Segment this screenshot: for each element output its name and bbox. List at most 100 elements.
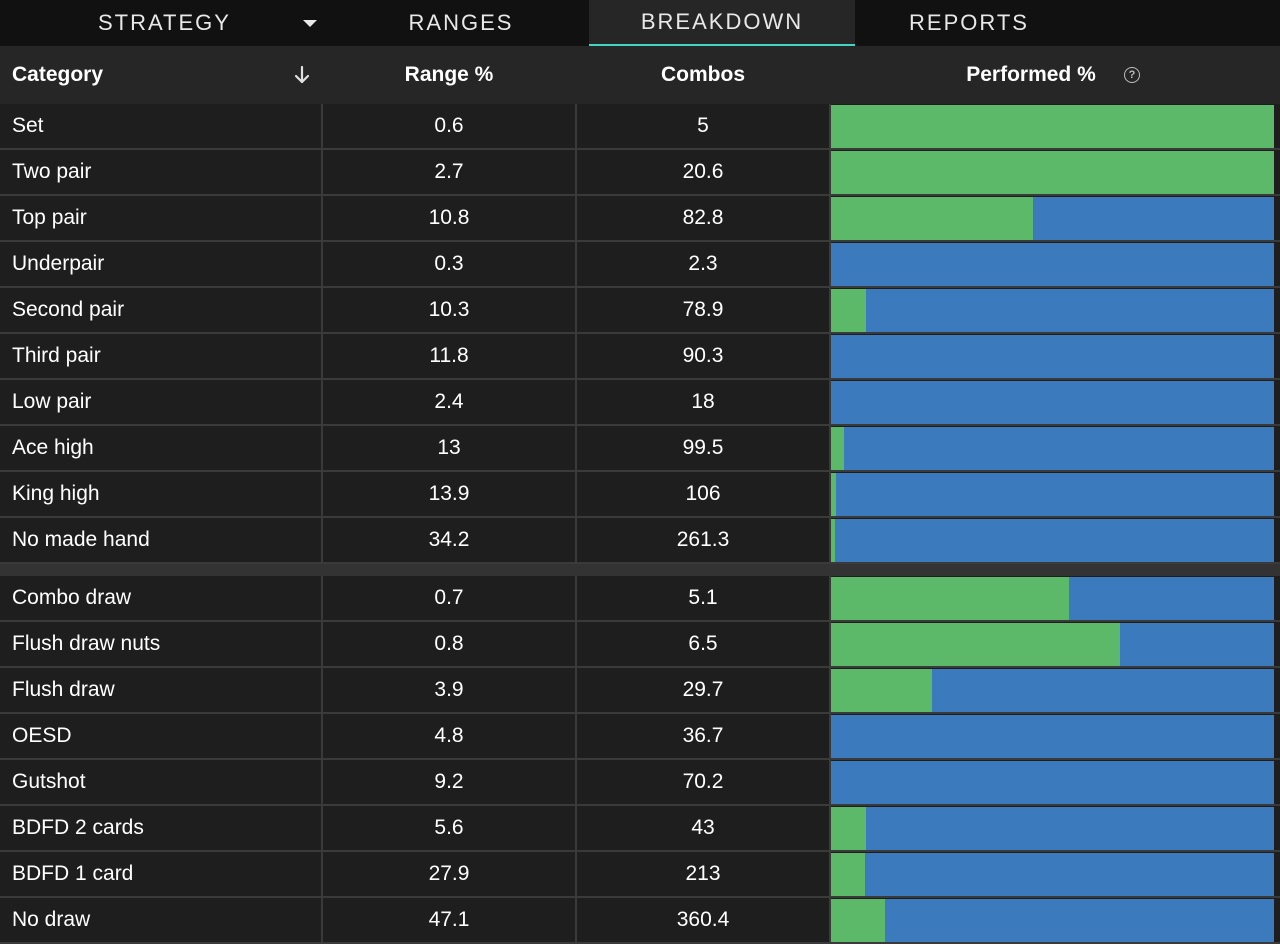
performed-bar-fill <box>831 623 1120 666</box>
performed-bar-fill <box>831 427 845 470</box>
row-divider <box>0 240 1280 242</box>
table-row[interactable]: Two pair 2.7 20.6 <box>0 150 1280 194</box>
column-divider <box>575 576 577 620</box>
column-divider <box>575 472 577 516</box>
combos-cell: 261.3 <box>676 528 730 551</box>
table-row[interactable]: Third pair 11.8 90.3 <box>0 334 1280 378</box>
range-cell: 10.8 <box>428 206 470 229</box>
header-category[interactable]: Category <box>12 63 104 86</box>
table-row[interactable]: Second pair 10.3 78.9 <box>0 288 1280 332</box>
combos-cell: 20.6 <box>682 160 724 183</box>
column-divider <box>321 426 323 470</box>
category-cell: BDFD 2 cards <box>12 816 144 839</box>
table-row[interactable]: OESD 4.8 36.7 <box>0 714 1280 758</box>
table-row[interactable]: Flush draw nuts 0.8 6.5 <box>0 622 1280 666</box>
column-divider <box>829 104 831 148</box>
range-cell: 0.8 <box>434 632 464 655</box>
table-row[interactable]: Top pair 10.8 82.8 <box>0 196 1280 240</box>
range-cell: 0.7 <box>434 586 464 609</box>
range-cell: 2.7 <box>434 160 464 183</box>
combos-cell: 2.3 <box>688 252 718 275</box>
table-row[interactable]: No draw 47.1 360.4 <box>0 898 1280 942</box>
tab-reports[interactable]: REPORTS <box>860 0 1078 46</box>
category-cell: Gutshot <box>12 770 86 793</box>
performed-bar-fill <box>831 807 867 850</box>
category-cell: Flush draw <box>12 678 115 701</box>
table-row[interactable]: No made hand 34.2 261.3 <box>0 518 1280 562</box>
performed-bar <box>831 197 1274 240</box>
row-divider <box>0 286 1280 288</box>
table-row[interactable]: Underpair 0.3 2.3 <box>0 242 1280 286</box>
category-cell: Second pair <box>12 298 125 321</box>
column-divider <box>575 104 577 148</box>
column-divider <box>321 150 323 194</box>
column-divider <box>829 760 831 804</box>
category-cell: BDFD 1 card <box>12 862 134 885</box>
performed-bar <box>831 807 1274 850</box>
category-cell: Set <box>12 114 44 137</box>
row-divider <box>0 850 1280 852</box>
performed-bar-fill <box>831 853 865 896</box>
column-divider <box>321 714 323 758</box>
category-cell: OESD <box>12 724 72 747</box>
table-row[interactable]: Flush draw 3.9 29.7 <box>0 668 1280 712</box>
performed-bar <box>831 427 1274 470</box>
table-row[interactable]: Low pair 2.4 18 <box>0 380 1280 424</box>
performed-bar-fill <box>831 289 867 332</box>
performed-bar <box>831 335 1274 378</box>
table-row[interactable]: BDFD 2 cards 5.6 43 <box>0 806 1280 850</box>
tab-reports-label: REPORTS <box>909 10 1029 35</box>
performed-bar <box>831 243 1274 286</box>
row-divider <box>0 516 1280 518</box>
row-divider <box>0 562 1280 564</box>
range-cell: 27.9 <box>428 862 470 885</box>
combos-cell: 6.5 <box>688 632 718 655</box>
category-cell: Flush draw nuts <box>12 632 161 655</box>
row-divider <box>0 470 1280 472</box>
row-divider <box>0 896 1280 898</box>
column-divider <box>575 288 577 332</box>
column-divider <box>829 852 831 896</box>
range-cell: 0.6 <box>434 114 464 137</box>
column-divider <box>321 380 323 424</box>
chevron-down-icon[interactable] <box>290 0 330 46</box>
combos-cell: 5 <box>697 114 709 137</box>
performed-bar-fill <box>831 151 1274 194</box>
combos-cell: 99.5 <box>682 436 724 459</box>
performed-bar-fill <box>831 105 1274 148</box>
table-row[interactable]: Ace high 13 99.5 <box>0 426 1280 470</box>
performed-bar <box>831 473 1274 516</box>
range-cell: 34.2 <box>428 528 470 551</box>
row-divider <box>0 666 1280 668</box>
performed-bar <box>831 715 1274 758</box>
category-cell: Third pair <box>12 344 101 367</box>
row-divider <box>0 332 1280 334</box>
combos-cell: 70.2 <box>682 770 724 793</box>
column-divider <box>575 426 577 470</box>
tab-ranges[interactable]: RANGES <box>335 0 587 46</box>
header-combos[interactable]: Combos <box>661 63 745 86</box>
table-row[interactable]: King high 13.9 106 <box>0 472 1280 516</box>
table-row[interactable]: Gutshot 9.2 70.2 <box>0 760 1280 804</box>
range-cell: 3.9 <box>434 678 464 701</box>
row-divider <box>0 148 1280 150</box>
range-cell: 13 <box>437 436 461 459</box>
row-divider <box>0 804 1280 806</box>
table-row[interactable]: BDFD 1 card 27.9 213 <box>0 852 1280 896</box>
arrow-down-icon[interactable] <box>290 62 314 88</box>
column-divider <box>829 150 831 194</box>
column-divider <box>575 806 577 850</box>
category-cell: Top pair <box>12 206 87 229</box>
header-range[interactable]: Range % <box>404 63 494 86</box>
header-performed[interactable]: Performed % <box>966 63 1096 86</box>
performed-bar <box>831 519 1274 562</box>
tab-strategy[interactable]: STRATEGY <box>0 0 330 46</box>
table-row[interactable]: Set 0.6 5 <box>0 104 1280 148</box>
tab-breakdown[interactable]: BREAKDOWN <box>589 0 855 46</box>
category-cell: No draw <box>12 908 91 931</box>
question-circle-icon[interactable]: ? <box>1124 67 1140 83</box>
column-divider <box>829 242 831 286</box>
row-divider <box>0 194 1280 196</box>
table-row[interactable]: Combo draw 0.7 5.1 <box>0 576 1280 620</box>
column-divider <box>321 196 323 240</box>
